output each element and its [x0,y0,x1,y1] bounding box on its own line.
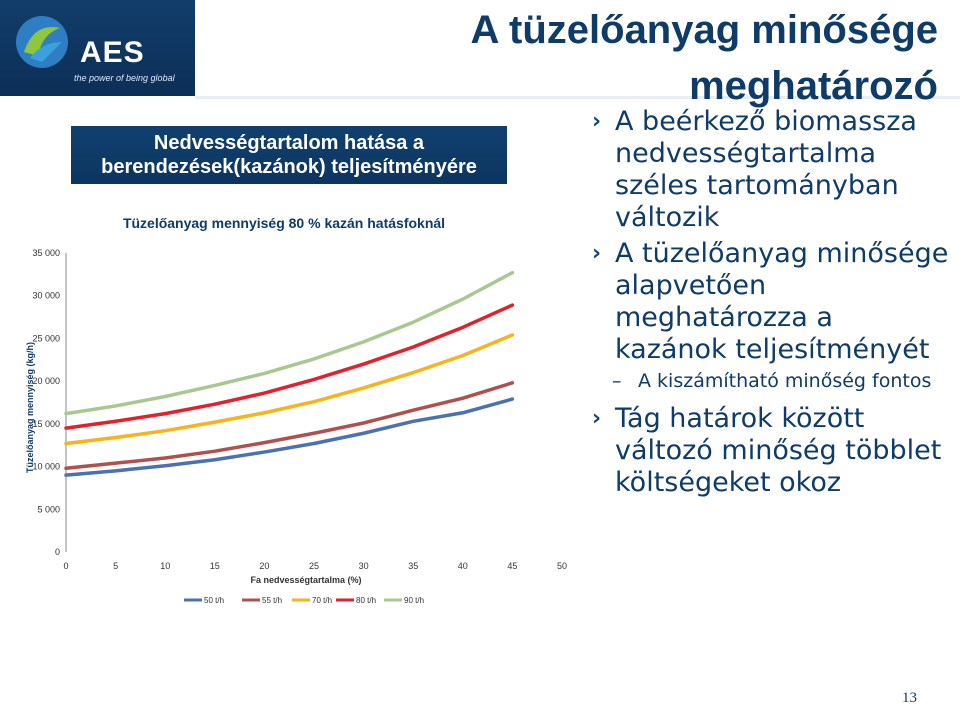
y-tick-label: 25 000 [32,333,60,343]
y-tick-label: 30 000 [32,291,60,301]
page-number: 13 [902,690,917,706]
line-chart: Tüzelőanyag mennyiség 80 % kazán hatásfo… [25,215,567,605]
x-tick-label: 0 [63,561,68,571]
aes-logo-text: AES [80,36,145,69]
y-tick-label: 10 000 [32,462,60,472]
legend-label: 50 t/h [204,596,224,605]
y-tick-label: 20 000 [32,376,60,386]
chart-caption: Nedvességtartalom hatása a berendezések(… [71,126,507,184]
slide-title: A tüzelőanyag minősége meghatározó [470,8,939,108]
series-line-80th [64,303,515,430]
bullet-item: › Tág határok között változó minőség töb… [590,403,950,499]
legend-label: 80 t/h [356,596,376,605]
x-tick-label: 15 [210,561,220,571]
x-tick-label: 40 [458,561,468,571]
series-line-70th [64,333,515,446]
bullet-text: A beérkező biomassza nedvességtartalma s… [615,106,917,233]
legend-label: 70 t/h [312,596,332,605]
y-tick-label: 15 000 [32,419,60,429]
x-tick-label: 10 [160,561,170,571]
bullet-text: Tág határok között változó minőség többl… [615,403,942,498]
y-tick-label: 5 000 [37,504,60,514]
x-tick-label: 30 [359,561,369,571]
bullet-text: A tüzelőanyag minősége alapvetően meghat… [615,238,949,365]
y-axis-label: Tüzelőanyag mennyiség (kg/h) [25,342,35,473]
dash-icon: – [612,370,622,392]
legend-label: 90 t/h [404,596,424,605]
x-axis-label: Fa nedvességtartalma (%) [250,575,361,585]
sub-bullet-text: A kiszámítható minőség fontos [638,370,932,392]
chart-title: Tüzelőanyag mennyiség 80 % kazán hatásfo… [123,215,445,231]
x-tick-label: 35 [408,561,418,571]
x-tick-label: 20 [259,561,269,571]
chevron-right-icon: › [592,109,602,134]
series-line-90th [64,270,515,416]
series-line-55th [64,381,515,471]
series-line-50th [64,397,515,477]
bullet-item: › A beérkező biomassza nedvességtartalma… [590,106,950,234]
bullet-list: › A beérkező biomassza nedvességtartalma… [590,106,950,503]
aes-logo: AES the power of being global [0,0,195,96]
legend-label: 55 t/h [262,596,282,605]
sub-bullet-item: – A kiszámítható minőség fontos [590,370,950,393]
title-strip: A tüzelőanyag minősége meghatározó [195,0,960,108]
x-tick-label: 5 [113,561,118,571]
x-tick-label: 25 [309,561,319,571]
x-tick-label: 45 [507,561,517,571]
y-tick-label: 35 000 [32,248,60,258]
aes-logo-icon [16,16,68,68]
bullet-item: › A tüzelőanyag minősége alapvetően megh… [590,238,950,366]
y-tick-label: 0 [55,547,60,557]
x-tick-label: 50 [557,561,567,571]
aes-logo-tagline: the power of being global [74,73,175,83]
slide-header: AES the power of being global A tüzelőan… [0,0,960,108]
chevron-right-icon: › [592,406,602,431]
chevron-right-icon: › [592,241,602,266]
